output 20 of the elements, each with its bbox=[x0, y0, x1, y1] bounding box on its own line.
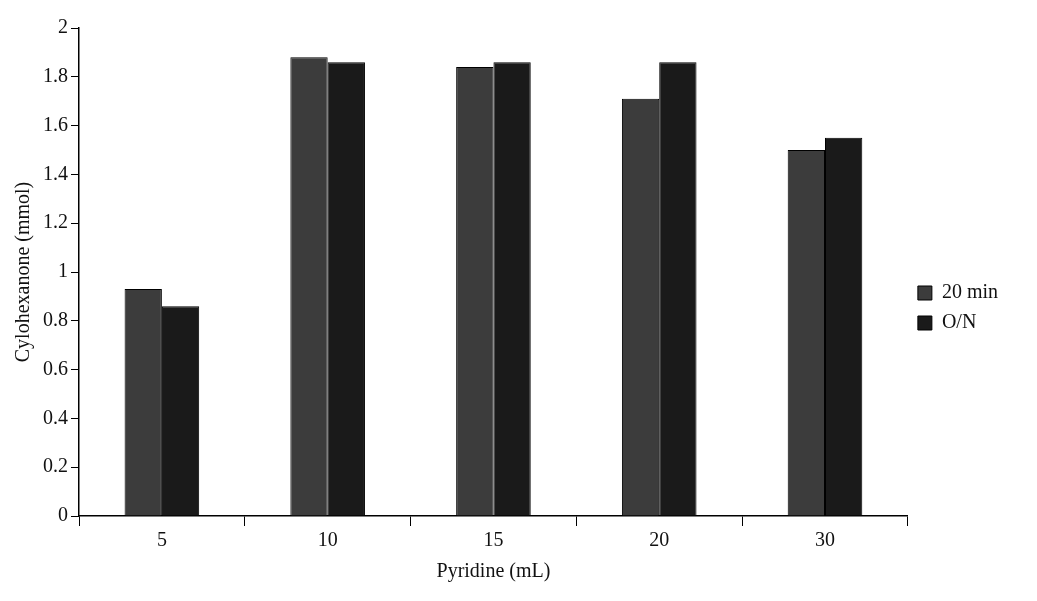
x-tick-label: 20 bbox=[649, 528, 670, 551]
legend-label: 20 min bbox=[941, 280, 999, 303]
x-tick-label: 30 bbox=[815, 528, 835, 551]
x-tick-label: 10 bbox=[317, 528, 338, 551]
y-tick-label: 1 bbox=[58, 259, 68, 282]
x-tick-label: 5 bbox=[156, 528, 167, 551]
y-tick-label: 2 bbox=[58, 15, 68, 38]
x-axis-title: Pyridine (mL) bbox=[436, 559, 551, 583]
y-axis-title: Cylohexanone (mmol) bbox=[11, 181, 35, 363]
y-tick-label: 1.2 bbox=[43, 210, 68, 233]
legend-label: O/N bbox=[941, 310, 977, 333]
y-tick-label: 0.6 bbox=[43, 356, 68, 379]
y-tick-label: 1.6 bbox=[43, 112, 68, 135]
y-tick-label: 1.4 bbox=[43, 161, 68, 184]
y-tick-label: 1.8 bbox=[43, 64, 68, 87]
y-tick-label: 0.2 bbox=[43, 454, 68, 477]
y-tick-label: 0 bbox=[58, 503, 68, 526]
y-tick-label: 0.8 bbox=[43, 308, 68, 331]
y-tick-label: 0.4 bbox=[43, 405, 68, 428]
x-tick-label: 15 bbox=[483, 528, 504, 551]
